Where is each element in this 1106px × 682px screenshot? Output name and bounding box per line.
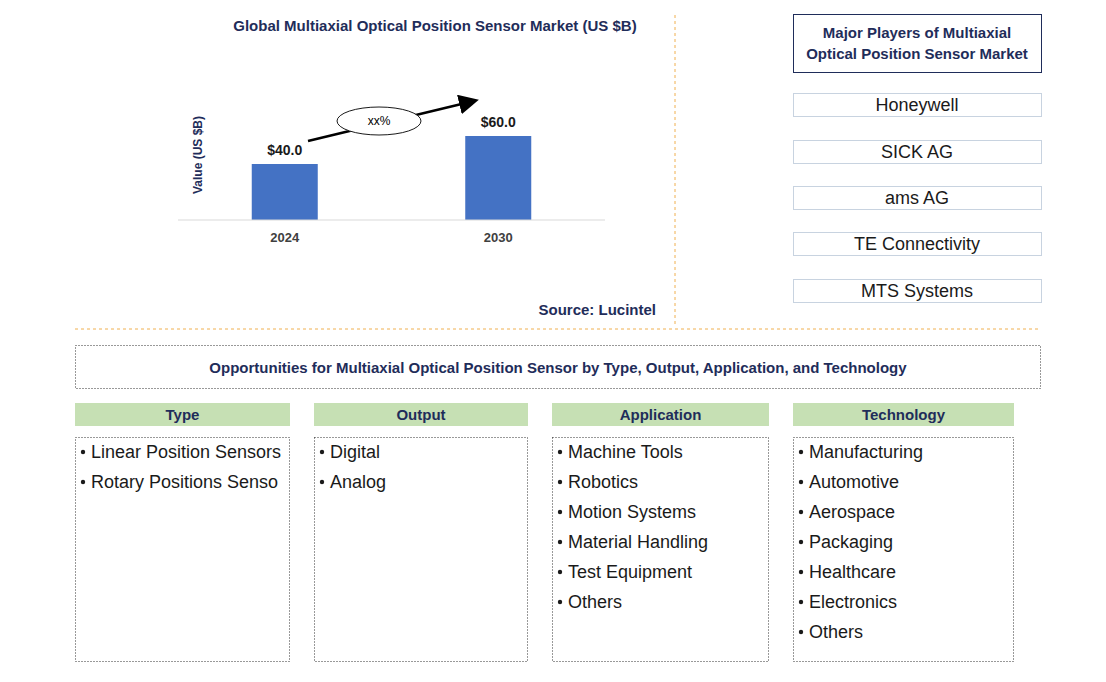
column-header-box — [793, 403, 1014, 426]
bullet — [799, 600, 803, 604]
list-item: Linear Position Sensors — [91, 442, 281, 462]
y-axis-label: Value (US $B) — [191, 116, 205, 194]
chart-title: Global Multiaxial Optical Position Senso… — [233, 17, 636, 34]
column-header: Output — [396, 406, 445, 423]
list-item: Test Equipment — [568, 562, 692, 582]
list-item: Automotive — [809, 472, 899, 492]
column-header: Technology — [862, 406, 946, 423]
list-item: Others — [809, 622, 863, 642]
bars — [252, 136, 532, 220]
players-title: Optical Position Sensor Market — [806, 45, 1028, 62]
player: MTS Systems — [861, 281, 973, 301]
player: ams AG — [885, 188, 949, 208]
bullet — [799, 540, 803, 544]
list-item: Rotary Positions Senso — [91, 472, 278, 492]
separator — [675, 15, 676, 325]
bullet — [799, 480, 803, 484]
column-header-box — [314, 403, 528, 426]
player-box — [794, 94, 1042, 117]
bullet — [799, 450, 803, 454]
growth-arrow — [308, 101, 474, 141]
list-item: Manufacturing — [809, 442, 923, 462]
player: Honeywell — [875, 95, 958, 115]
bullet — [558, 600, 562, 604]
x-tick-label: 2024 — [270, 230, 300, 245]
player-box — [794, 233, 1042, 256]
list-item: Others — [568, 592, 622, 612]
x-axis-line — [178, 220, 605, 221]
column-box — [553, 438, 769, 662]
bullet — [558, 480, 562, 484]
list-item: Robotics — [568, 472, 638, 492]
player: TE Connectivity — [854, 234, 980, 254]
list-item: Digital — [330, 442, 380, 462]
bullet — [799, 630, 803, 634]
list-item: Healthcare — [809, 562, 896, 582]
page: Global Multiaxial Optical Position Senso… — [0, 0, 1106, 682]
list-item: Analog — [330, 472, 386, 492]
list-item: Aerospace — [809, 502, 895, 522]
data-label: $40.0 — [267, 142, 302, 158]
column-header: Application — [620, 406, 702, 423]
players-title: Major Players of Multiaxial — [823, 24, 1011, 41]
bullet — [799, 510, 803, 514]
bullet — [558, 510, 562, 514]
opportunities-title-box — [76, 346, 1041, 389]
bullet — [81, 480, 85, 484]
list-item: Electronics — [809, 592, 897, 612]
bullet — [320, 450, 324, 454]
bar — [465, 136, 531, 220]
separator — [75, 329, 1040, 330]
column-box — [794, 438, 1014, 662]
annotation: xx% — [368, 114, 391, 128]
player: SICK AG — [881, 142, 953, 162]
player-box — [794, 141, 1042, 164]
player-box — [794, 280, 1042, 303]
column-header-box — [552, 403, 769, 426]
bullet — [558, 450, 562, 454]
players-title-box — [794, 15, 1042, 73]
bar — [252, 164, 318, 220]
annotation-ellipse — [337, 107, 421, 135]
bullet — [558, 540, 562, 544]
list-item: Motion Systems — [568, 502, 696, 522]
bullet — [799, 570, 803, 574]
bullet — [558, 570, 562, 574]
list-item: Machine Tools — [568, 442, 683, 462]
list-item: Packaging — [809, 532, 893, 552]
opportunities-title: Opportunities for Multiaxial Optical Pos… — [209, 359, 907, 376]
list-item: Material Handling — [568, 532, 708, 552]
bullet — [81, 450, 85, 454]
bullet — [320, 480, 324, 484]
column-box — [76, 438, 290, 662]
x-tick-label: 2030 — [484, 230, 513, 245]
data-label: $60.0 — [481, 114, 516, 130]
column-box — [315, 438, 528, 662]
player-box — [794, 187, 1042, 210]
column-header: Type — [166, 406, 200, 423]
source: Source: Lucintel — [538, 301, 656, 318]
column-header-box — [75, 403, 290, 426]
